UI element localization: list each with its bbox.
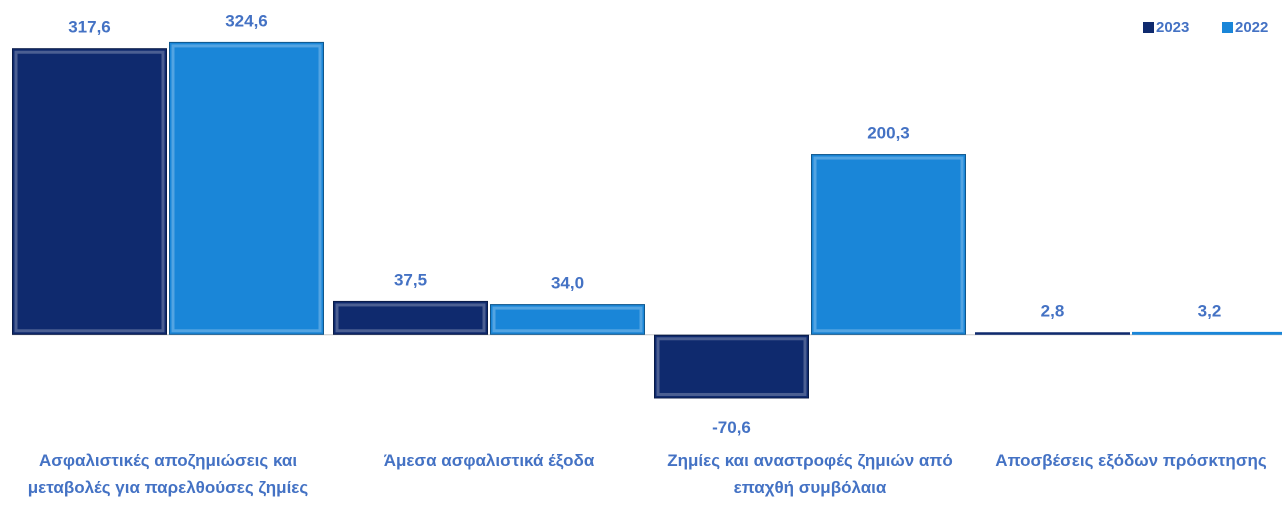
bar-bevel (492, 306, 643, 333)
bar (333, 300, 488, 335)
bar-bevel (14, 50, 165, 333)
legend-swatch (1143, 22, 1154, 33)
bar-edge (169, 41, 324, 335)
x-tick-label: Αποσβέσεις εξόδων πρόσκτησης (995, 451, 1267, 470)
value-label: 2,8 (1041, 302, 1065, 321)
x-tick-label: Ασφαλιστικές αποζημιώσεις και μεταβολές … (27, 451, 309, 497)
legend-label: 2023 (1156, 19, 1189, 36)
bar (12, 48, 167, 335)
bar-bevel (813, 156, 964, 333)
bar (811, 154, 966, 335)
bar-bevel (171, 44, 322, 333)
x-tick-label: Άμεσα ασφαλιστικά έξοδα (383, 451, 595, 470)
value-label: 3,2 (1198, 301, 1222, 320)
bar-edge (490, 304, 645, 335)
bar-edge (333, 300, 488, 335)
x-tick-label: Ζημίες και αναστροφές ζημιών από επαχθή … (667, 451, 953, 497)
value-label: 34,0 (551, 274, 584, 293)
bar (975, 332, 1130, 335)
value-label: -70,6 (712, 418, 751, 437)
legend-swatch (1222, 22, 1233, 33)
bar (169, 41, 324, 335)
bar-edge (12, 48, 167, 335)
bar-edge (654, 334, 809, 399)
legend-label: 2022 (1235, 19, 1268, 36)
value-label: 324,6 (225, 11, 268, 30)
value-label: 317,6 (68, 18, 111, 37)
value-label: 200,3 (867, 124, 910, 143)
value-label: 37,5 (394, 270, 427, 289)
bar (1132, 331, 1282, 335)
bar (654, 334, 809, 399)
bar-bevel (335, 303, 486, 333)
bar (490, 304, 645, 335)
bar-edge (811, 154, 966, 335)
bar-bevel (656, 337, 807, 396)
